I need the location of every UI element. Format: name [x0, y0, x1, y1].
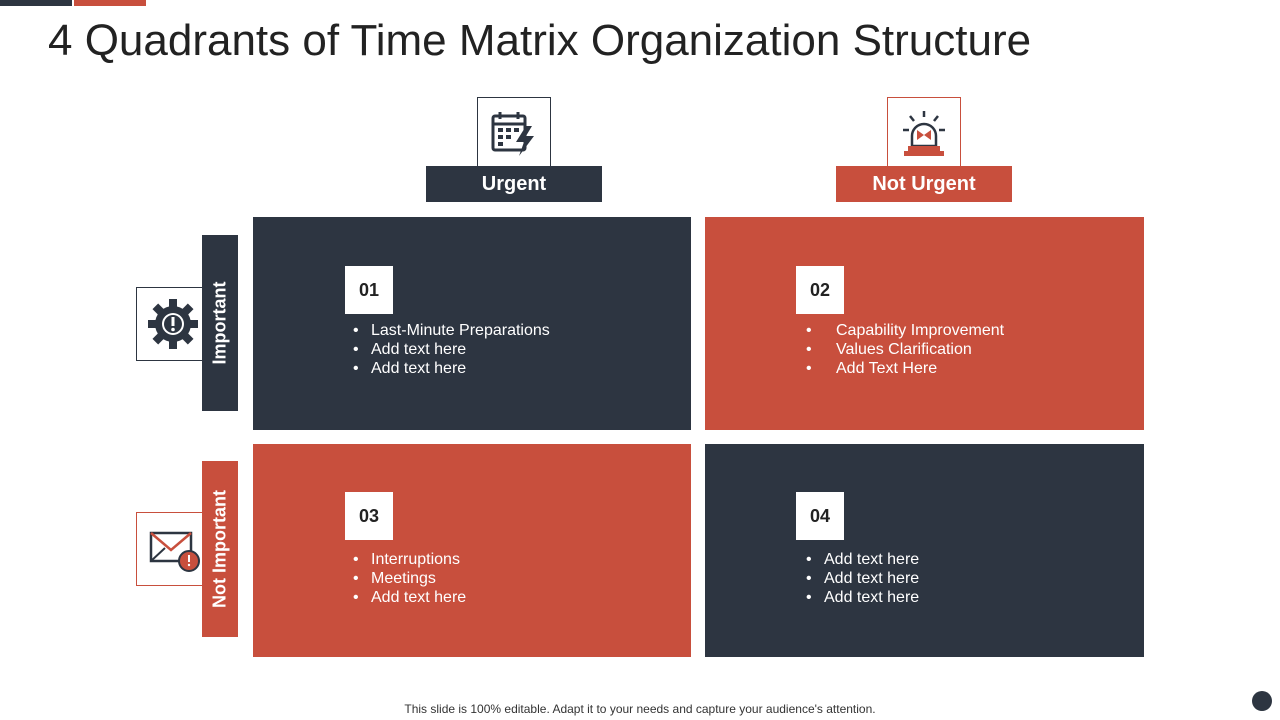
quadrant-number: 01: [345, 266, 393, 314]
list-item: Interruptions: [353, 550, 466, 569]
corner-dot-decoration: [1252, 691, 1272, 711]
top-accent-bar-red: [74, 0, 146, 6]
mail-alert-icon: [136, 512, 210, 586]
quadrant-number: 02: [796, 266, 844, 314]
list-item: Values Clarification: [806, 340, 1004, 359]
quadrant-number: 04: [796, 492, 844, 540]
row-label-important-text: Important: [209, 281, 230, 365]
quadrant-urgent-not-important: 03 Interruptions Meetings Add text here: [253, 444, 691, 657]
list-item: Add text here: [806, 569, 919, 588]
siren-alarm-icon: [887, 97, 961, 171]
list-item: Add text here: [353, 340, 550, 359]
row-label-not-important-text: Not Important: [209, 490, 230, 608]
quadrant-bullet-list: Capability Improvement Values Clarificat…: [806, 321, 1004, 378]
quadrant-number: 03: [345, 492, 393, 540]
slide-title: 4 Quadrants of Time Matrix Organization …: [48, 16, 1032, 65]
quadrant-not-urgent-important: 02 Capability Improvement Values Clarifi…: [705, 217, 1144, 430]
list-item: Add text here: [806, 550, 919, 569]
column-label-urgent: Urgent: [426, 166, 602, 202]
list-item: Meetings: [353, 569, 466, 588]
list-item: Add text here: [806, 588, 919, 607]
list-item: Add text here: [353, 588, 466, 607]
list-item: Last-Minute Preparations: [353, 321, 550, 340]
quadrant-bullet-list: Add text here Add text here Add text her…: [806, 550, 919, 607]
list-item: Add Text Here: [806, 359, 1004, 378]
column-label-not-urgent: Not Urgent: [836, 166, 1012, 202]
quadrant-bullet-list: Last-Minute Preparations Add text here A…: [353, 321, 550, 378]
list-item: Add text here: [353, 359, 550, 378]
quadrant-bullet-list: Interruptions Meetings Add text here: [353, 550, 466, 607]
quadrant-not-urgent-not-important: 04 Add text here Add text here Add text …: [705, 444, 1144, 657]
gear-alert-icon: [136, 287, 210, 361]
slide-footer-note: This slide is 100% editable. Adapt it to…: [404, 702, 876, 716]
quadrant-urgent-important: 01 Last-Minute Preparations Add text her…: [253, 217, 691, 430]
row-label-important: Important: [202, 235, 238, 411]
list-item: Capability Improvement: [806, 321, 1004, 340]
row-label-not-important: Not Important: [202, 461, 238, 637]
top-accent-bar-dark: [0, 0, 72, 6]
calendar-lightning-icon: [477, 97, 551, 171]
